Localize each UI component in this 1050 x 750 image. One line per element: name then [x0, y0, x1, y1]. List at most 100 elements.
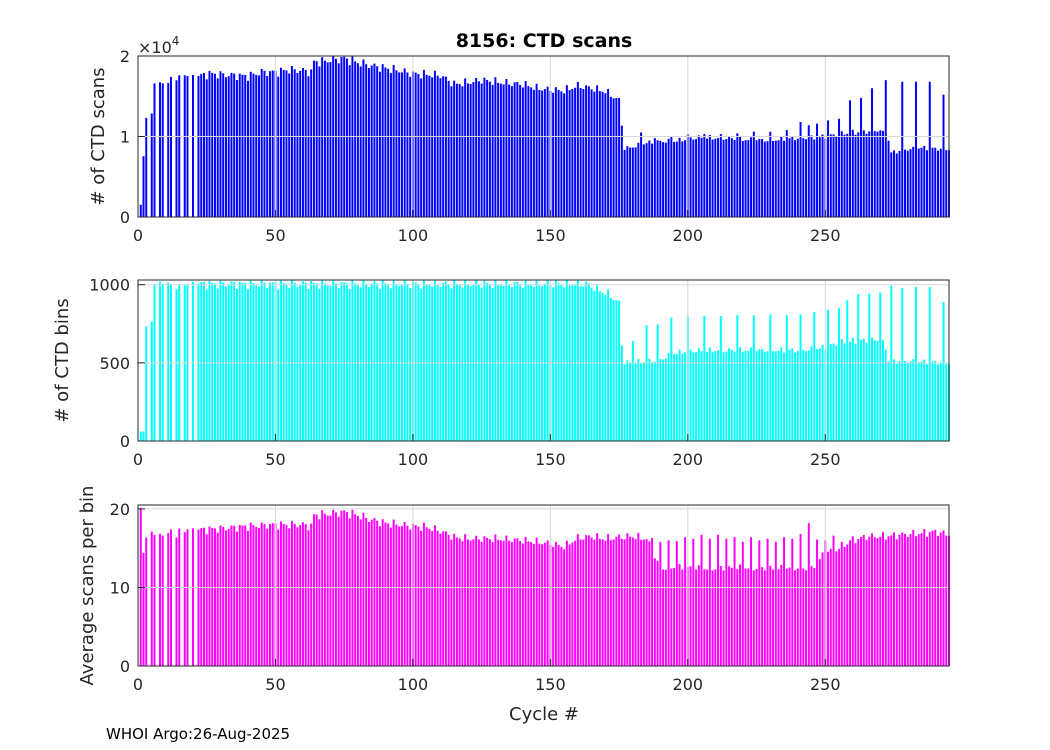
bar-cycle-259 [849, 100, 852, 217]
bar-cycle-42 [252, 525, 255, 666]
bar-cycle-213 [722, 139, 725, 217]
bar-cycle-5 [150, 113, 153, 217]
bar-cycle-89 [381, 64, 384, 217]
bar-cycle-128 [488, 539, 491, 666]
bar-cycle-237 [788, 349, 791, 441]
bar-cycle-12 [170, 76, 172, 218]
bar-cycle-198 [681, 569, 684, 666]
bar-cycle-218 [736, 133, 739, 217]
bar-cycle-61 [304, 69, 307, 218]
bar-cycle-116 [455, 83, 458, 217]
bar-cycle-103 [420, 288, 423, 441]
bar-cycle-222 [747, 350, 750, 441]
bar-cycle-84 [367, 521, 370, 666]
x-tick-label: 200 [673, 226, 704, 245]
bar-cycle-137 [513, 282, 516, 441]
bar-cycle-3 [145, 326, 148, 441]
y-tick-label: 20 [110, 500, 130, 519]
bar-cycle-270 [879, 130, 882, 217]
bar-cycle-58 [296, 527, 299, 666]
bar-cycle-129 [491, 288, 494, 441]
bar-cycle-293 [942, 301, 945, 441]
bar-cycle-213 [722, 352, 725, 441]
bar-cycle-61 [304, 282, 307, 441]
bar-cycle-211 [717, 138, 720, 217]
bar-cycle-97 [403, 68, 406, 217]
bar-cycle-101 [414, 282, 417, 441]
bar-cycle-140 [521, 287, 524, 441]
bar-cycle-155 [563, 287, 566, 441]
bar-cycle-139 [519, 84, 522, 217]
bar-cycle-174 [615, 97, 618, 217]
bar-cycle-254 [835, 345, 838, 441]
bar-cycle-48 [268, 524, 271, 666]
bar-cycle-2 [142, 552, 145, 666]
bar-cycle-8 [159, 533, 161, 666]
bar-cycle-86 [373, 518, 376, 666]
bar-cycle-168 [598, 538, 601, 666]
bar-cycle-251 [827, 120, 830, 217]
bar-cycle-73 [337, 288, 340, 441]
bar-cycle-136 [510, 286, 513, 441]
bar-cycle-24 [202, 527, 205, 666]
bar-cycle-159 [574, 540, 577, 666]
bar-cycle-240 [796, 350, 799, 441]
bar-cycle-104 [422, 522, 425, 666]
bar-cycle-170 [604, 295, 607, 441]
bar-cycle-107 [431, 286, 434, 441]
bar-cycle-255 [838, 308, 841, 441]
bar-cycle-193 [667, 353, 670, 441]
bar-cycle-90 [384, 67, 387, 217]
bar-cycle-89 [381, 519, 384, 666]
bar-cycle-149 [546, 280, 549, 441]
bar-cycle-127 [486, 537, 489, 666]
bar-cycle-263 [860, 536, 863, 666]
bar-cycle-223 [750, 537, 753, 666]
bar-cycle-284 [917, 362, 920, 441]
bar-cycle-59 [299, 70, 302, 217]
bar-cycle-120 [466, 83, 469, 217]
bar-cycle-191 [662, 359, 665, 441]
bar-cycle-11 [167, 533, 170, 666]
y-tick-label: 500 [99, 354, 130, 373]
bar-cycle-134 [505, 280, 508, 441]
bar-cycle-153 [557, 89, 560, 217]
bar-cycle-38 [241, 74, 244, 218]
bar-cycle-145 [535, 537, 538, 666]
bar-cycle-82 [362, 280, 365, 441]
x-tick-label: 200 [673, 675, 704, 694]
bar-cycle-119 [464, 78, 467, 218]
bar-cycle-209 [711, 139, 714, 217]
bar-cycle-195 [673, 354, 676, 441]
bar-cycle-278 [901, 81, 904, 217]
bar-cycle-275 [893, 359, 896, 441]
bar-cycle-219 [739, 347, 742, 441]
bar-cycle-201 [689, 137, 692, 217]
bar-cycle-29 [216, 288, 219, 441]
bar-cycle-192 [664, 358, 667, 441]
bar-cycle-148 [543, 89, 546, 217]
bar-cycle-60 [301, 522, 304, 666]
bar-cycle-32 [224, 77, 227, 218]
bar-cycle-263 [860, 97, 863, 217]
bar-cycle-30 [219, 525, 222, 666]
bar-cycle-133 [502, 285, 505, 441]
bar-cycle-166 [593, 539, 596, 666]
bar-cycle-143 [530, 87, 533, 217]
bar-cycle-279 [904, 149, 906, 217]
bar-cycle-134 [505, 535, 508, 666]
bar-cycle-91 [387, 68, 390, 217]
bar-cycle-294 [945, 535, 948, 666]
bar-cycle-34 [230, 72, 233, 218]
bar-cycle-105 [425, 74, 428, 217]
bar-cycle-275 [893, 532, 896, 666]
bar-cycle-231 [772, 351, 775, 441]
bar-cycle-20 [191, 281, 194, 441]
bar-cycle-39 [244, 525, 247, 666]
bar-cycle-214 [725, 138, 728, 217]
ctd-bins-panel: 0 50 100 150 200 250 0 500 1000 # of CTD bins [52, 276, 950, 469]
bar-cycle-145 [535, 280, 538, 441]
x-tick-label: 150 [535, 675, 566, 694]
bar-cycle-238 [791, 136, 794, 217]
bar-cycle-186 [648, 541, 651, 666]
